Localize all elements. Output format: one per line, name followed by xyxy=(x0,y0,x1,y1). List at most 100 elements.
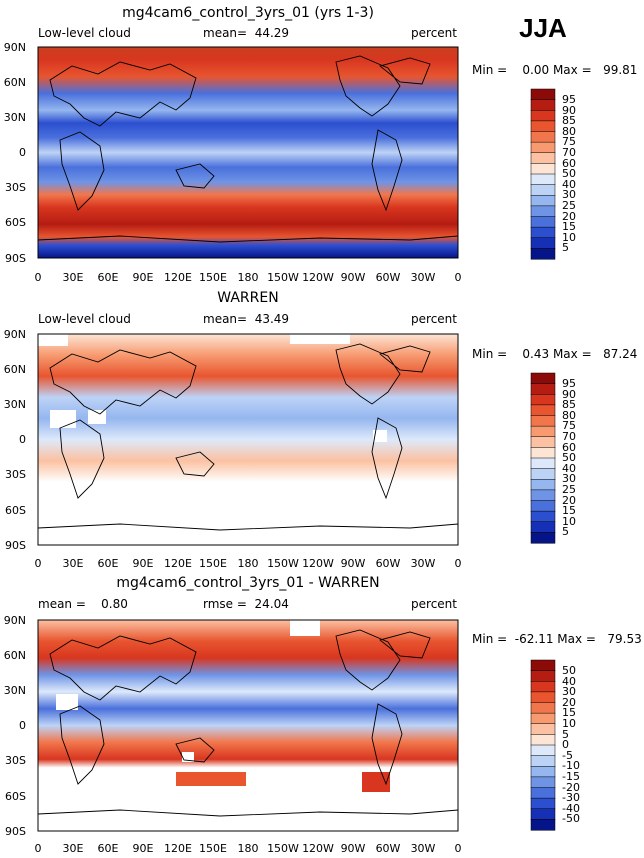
y-axis: 90N 60N 30N 0 30S 60S 90S xyxy=(4,328,26,552)
colorbar-swatch xyxy=(530,404,556,417)
colorbar-swatch xyxy=(530,755,556,767)
colorbar-label: 90 xyxy=(562,104,576,117)
colorbar-label: 25 xyxy=(562,199,576,212)
colorbar-swatch xyxy=(530,88,556,101)
colorbar-label: -30 xyxy=(562,791,580,804)
colorbar-label: 5 xyxy=(562,525,569,538)
colorbar-swatch xyxy=(530,205,556,218)
colorbar-label: 90 xyxy=(562,388,576,401)
colorbar-swatch xyxy=(530,447,556,459)
x-tick-label: 30W xyxy=(411,271,436,284)
colorbar-label: 85 xyxy=(562,114,576,127)
y-tick-label: 60S xyxy=(5,216,26,229)
y-tick-label: 90N xyxy=(4,328,26,341)
colorbar-swatch xyxy=(530,766,556,778)
colorbar-swatch xyxy=(530,712,556,725)
colorbar-label: 20 xyxy=(562,696,576,709)
colorbar-label: 80 xyxy=(562,409,576,422)
missing-data-patch xyxy=(88,410,106,424)
y-tick-label: 60S xyxy=(5,504,26,517)
x-tick-label: 90E xyxy=(133,271,154,284)
coastline xyxy=(37,343,459,531)
x-tick-label: 120E xyxy=(164,557,192,570)
colorbar-swatch xyxy=(530,457,556,470)
missing-data-patch xyxy=(50,410,76,428)
x-tick-label: 0 xyxy=(455,557,462,570)
colorbar-swatch xyxy=(530,681,556,693)
y-tick-label: 90S xyxy=(5,252,26,265)
stats-label: Min = 0.00 Max = 99.81 xyxy=(472,63,637,77)
colorbar-swatch xyxy=(530,99,556,111)
units-label: percent xyxy=(411,26,457,40)
colorbar-label: 40 xyxy=(562,675,576,688)
colorbar-label: -50 xyxy=(562,812,580,825)
variable-label: Low-level cloud xyxy=(38,312,131,326)
x-tick-label: 30E xyxy=(63,842,84,855)
colorbar-swatch xyxy=(530,702,556,714)
colorbar-label: 95 xyxy=(562,93,576,106)
missing-data-patch xyxy=(373,430,387,442)
colorbar-label: 15 xyxy=(562,504,576,517)
colorbar-label: -15 xyxy=(562,770,580,783)
colorbar-label: -20 xyxy=(562,781,580,794)
colorbar-label: 50 xyxy=(562,167,576,180)
colorbar-label: 10 xyxy=(562,717,576,730)
y-tick-label: 60N xyxy=(4,649,26,662)
colorbar-swatch xyxy=(530,226,556,239)
panel-title: mg4cam6_control_3yrs_01 (yrs 1-3) xyxy=(122,5,374,21)
x-tick-label: 30E xyxy=(63,271,84,284)
colorbar-swatch xyxy=(530,670,556,682)
map-field xyxy=(38,47,458,258)
colorbar-swatch xyxy=(530,131,556,143)
colorbar-swatch xyxy=(530,510,556,523)
colorbar-swatch xyxy=(530,532,556,544)
x-tick-label: 180 xyxy=(238,271,259,284)
colorbar-label: -5 xyxy=(562,749,573,762)
x-tick-label: 90E xyxy=(133,842,154,855)
x-tick-label: 90W xyxy=(341,271,366,284)
x-tick-label: 30W xyxy=(411,557,436,570)
colorbar-label: 95 xyxy=(562,377,576,390)
colorbar-swatch xyxy=(530,195,556,207)
colorbar-label: 30 xyxy=(562,472,576,485)
colorbar-label: 60 xyxy=(562,157,576,170)
colorbar-swatch xyxy=(530,521,556,533)
mean-label: mean= 43.49 xyxy=(203,312,289,326)
colored-patch xyxy=(362,772,390,792)
colorbar-label: 20 xyxy=(562,210,576,223)
y-tick-label: 90N xyxy=(4,41,26,54)
rmse-label: rmse = 24.04 xyxy=(203,597,289,611)
colorbar-label: 15 xyxy=(562,220,576,233)
x-tick-label: 60W xyxy=(376,271,401,284)
stats-label: Min = 0.43 Max = 87.24 xyxy=(472,347,637,361)
colorbar-label: 60 xyxy=(562,441,576,454)
y-tick-label: 30N xyxy=(4,684,26,697)
colorbar-swatch xyxy=(530,163,556,175)
colorbar-label: 30 xyxy=(562,188,576,201)
x-tick-label: 150W xyxy=(267,842,299,855)
y-tick-label: 30N xyxy=(4,398,26,411)
x-tick-label: 150E xyxy=(199,842,227,855)
x-axis: 0 30E 60E 90E 120E 150E 180 150W 120W 90… xyxy=(35,842,462,855)
colored-patch xyxy=(176,772,246,786)
colorbar-label: 20 xyxy=(562,494,576,507)
colorbar-swatch xyxy=(530,425,556,438)
colorbar-swatch xyxy=(530,152,556,164)
colorbar-label: 50 xyxy=(562,451,576,464)
stats-label: Min = -62.11 Max = 79.53 xyxy=(472,632,642,646)
x-tick-label: 120W xyxy=(302,271,334,284)
y-tick-label: 90N xyxy=(4,614,26,627)
x-tick-label: 150W xyxy=(267,557,299,570)
colorbar-swatches xyxy=(530,372,556,544)
y-tick-label: 60N xyxy=(4,76,26,89)
colorbar-swatch xyxy=(530,659,556,672)
mean-label: mean= 44.29 xyxy=(203,26,289,40)
colorbar-swatches xyxy=(530,659,556,831)
colorbar-swatch xyxy=(530,479,556,491)
colorbar-label: 40 xyxy=(562,178,576,191)
y-tick-label: 90S xyxy=(5,825,26,838)
colorbar-swatch xyxy=(530,808,556,820)
colorbar-swatch xyxy=(530,744,556,757)
x-tick-label: 120W xyxy=(302,557,334,570)
colorbar-label: -10 xyxy=(562,759,580,772)
